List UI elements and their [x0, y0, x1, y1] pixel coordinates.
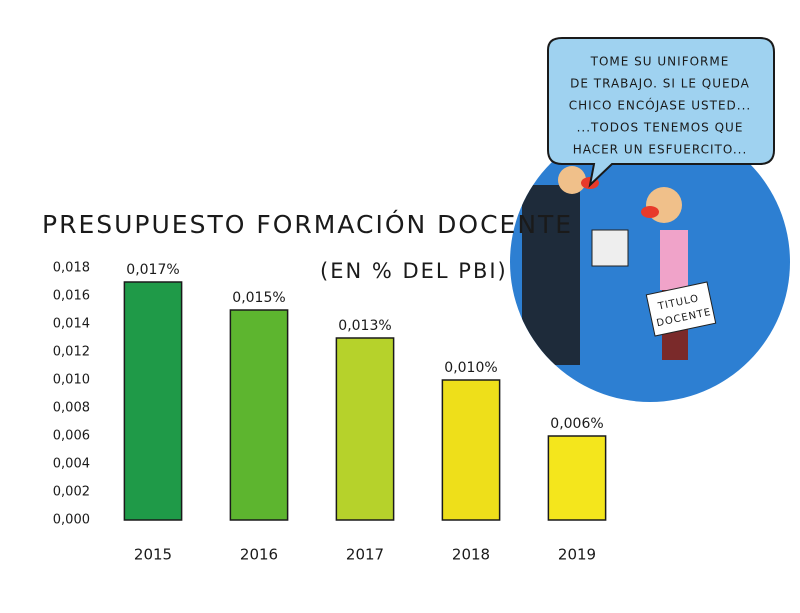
x-tick-label: 2016: [240, 546, 278, 564]
y-tick-label: 0,016: [53, 289, 90, 304]
bar: [229, 309, 289, 521]
y-tick-label: 0,014: [53, 317, 90, 332]
bubble-text: TOME SU UNIFORME: [590, 55, 730, 69]
x-tick-label: 2019: [558, 546, 596, 564]
value-label: 0,017%: [126, 262, 179, 278]
speech-bubble: [547, 37, 775, 188]
cartoon: TITULO DOCENTE: [522, 166, 717, 365]
y-tick-label: 0,006: [53, 429, 90, 444]
bubble-text: CHICO ENCÓJASE USTED...: [569, 98, 752, 113]
uniform: [591, 229, 629, 267]
value-label: 0,013%: [338, 318, 391, 334]
man-body: [522, 185, 580, 365]
chart-title: PRESUPUESTO FORMACIÓN DOCENTE: [42, 209, 573, 239]
bubble-text: ...TODOS TENEMOS QUE: [577, 121, 744, 135]
y-tick-label: 0,010: [53, 373, 90, 388]
value-label: 0,015%: [232, 290, 285, 306]
woman-body: [660, 230, 688, 290]
bar: [123, 281, 183, 521]
y-tick-label: 0,002: [53, 485, 90, 500]
bar: [335, 337, 395, 521]
bubble-text: DE TRABAJO. SI LE QUEDA: [570, 77, 750, 91]
y-tick-label: 0,004: [53, 457, 90, 472]
y-tick-label: 0,018: [53, 261, 90, 276]
x-tick-label: 2015: [134, 546, 172, 564]
chart-subtitle: (EN % DEL PBI): [320, 259, 508, 283]
bar: [547, 435, 607, 521]
y-tick-label: 0,000: [53, 513, 90, 528]
y-tick-label: 0,012: [53, 345, 90, 360]
x-tick-label: 2018: [452, 546, 490, 564]
bubble-text: HACER UN ESFUERCITO...: [573, 143, 748, 157]
x-tick-label: 2017: [346, 546, 384, 564]
woman-nose: [641, 206, 659, 218]
value-label: 0,006%: [550, 416, 603, 432]
value-label: 0,010%: [444, 360, 497, 376]
y-tick-label: 0,008: [53, 401, 90, 416]
bar: [441, 379, 501, 521]
sign: [645, 281, 717, 337]
man-head: [558, 166, 586, 194]
